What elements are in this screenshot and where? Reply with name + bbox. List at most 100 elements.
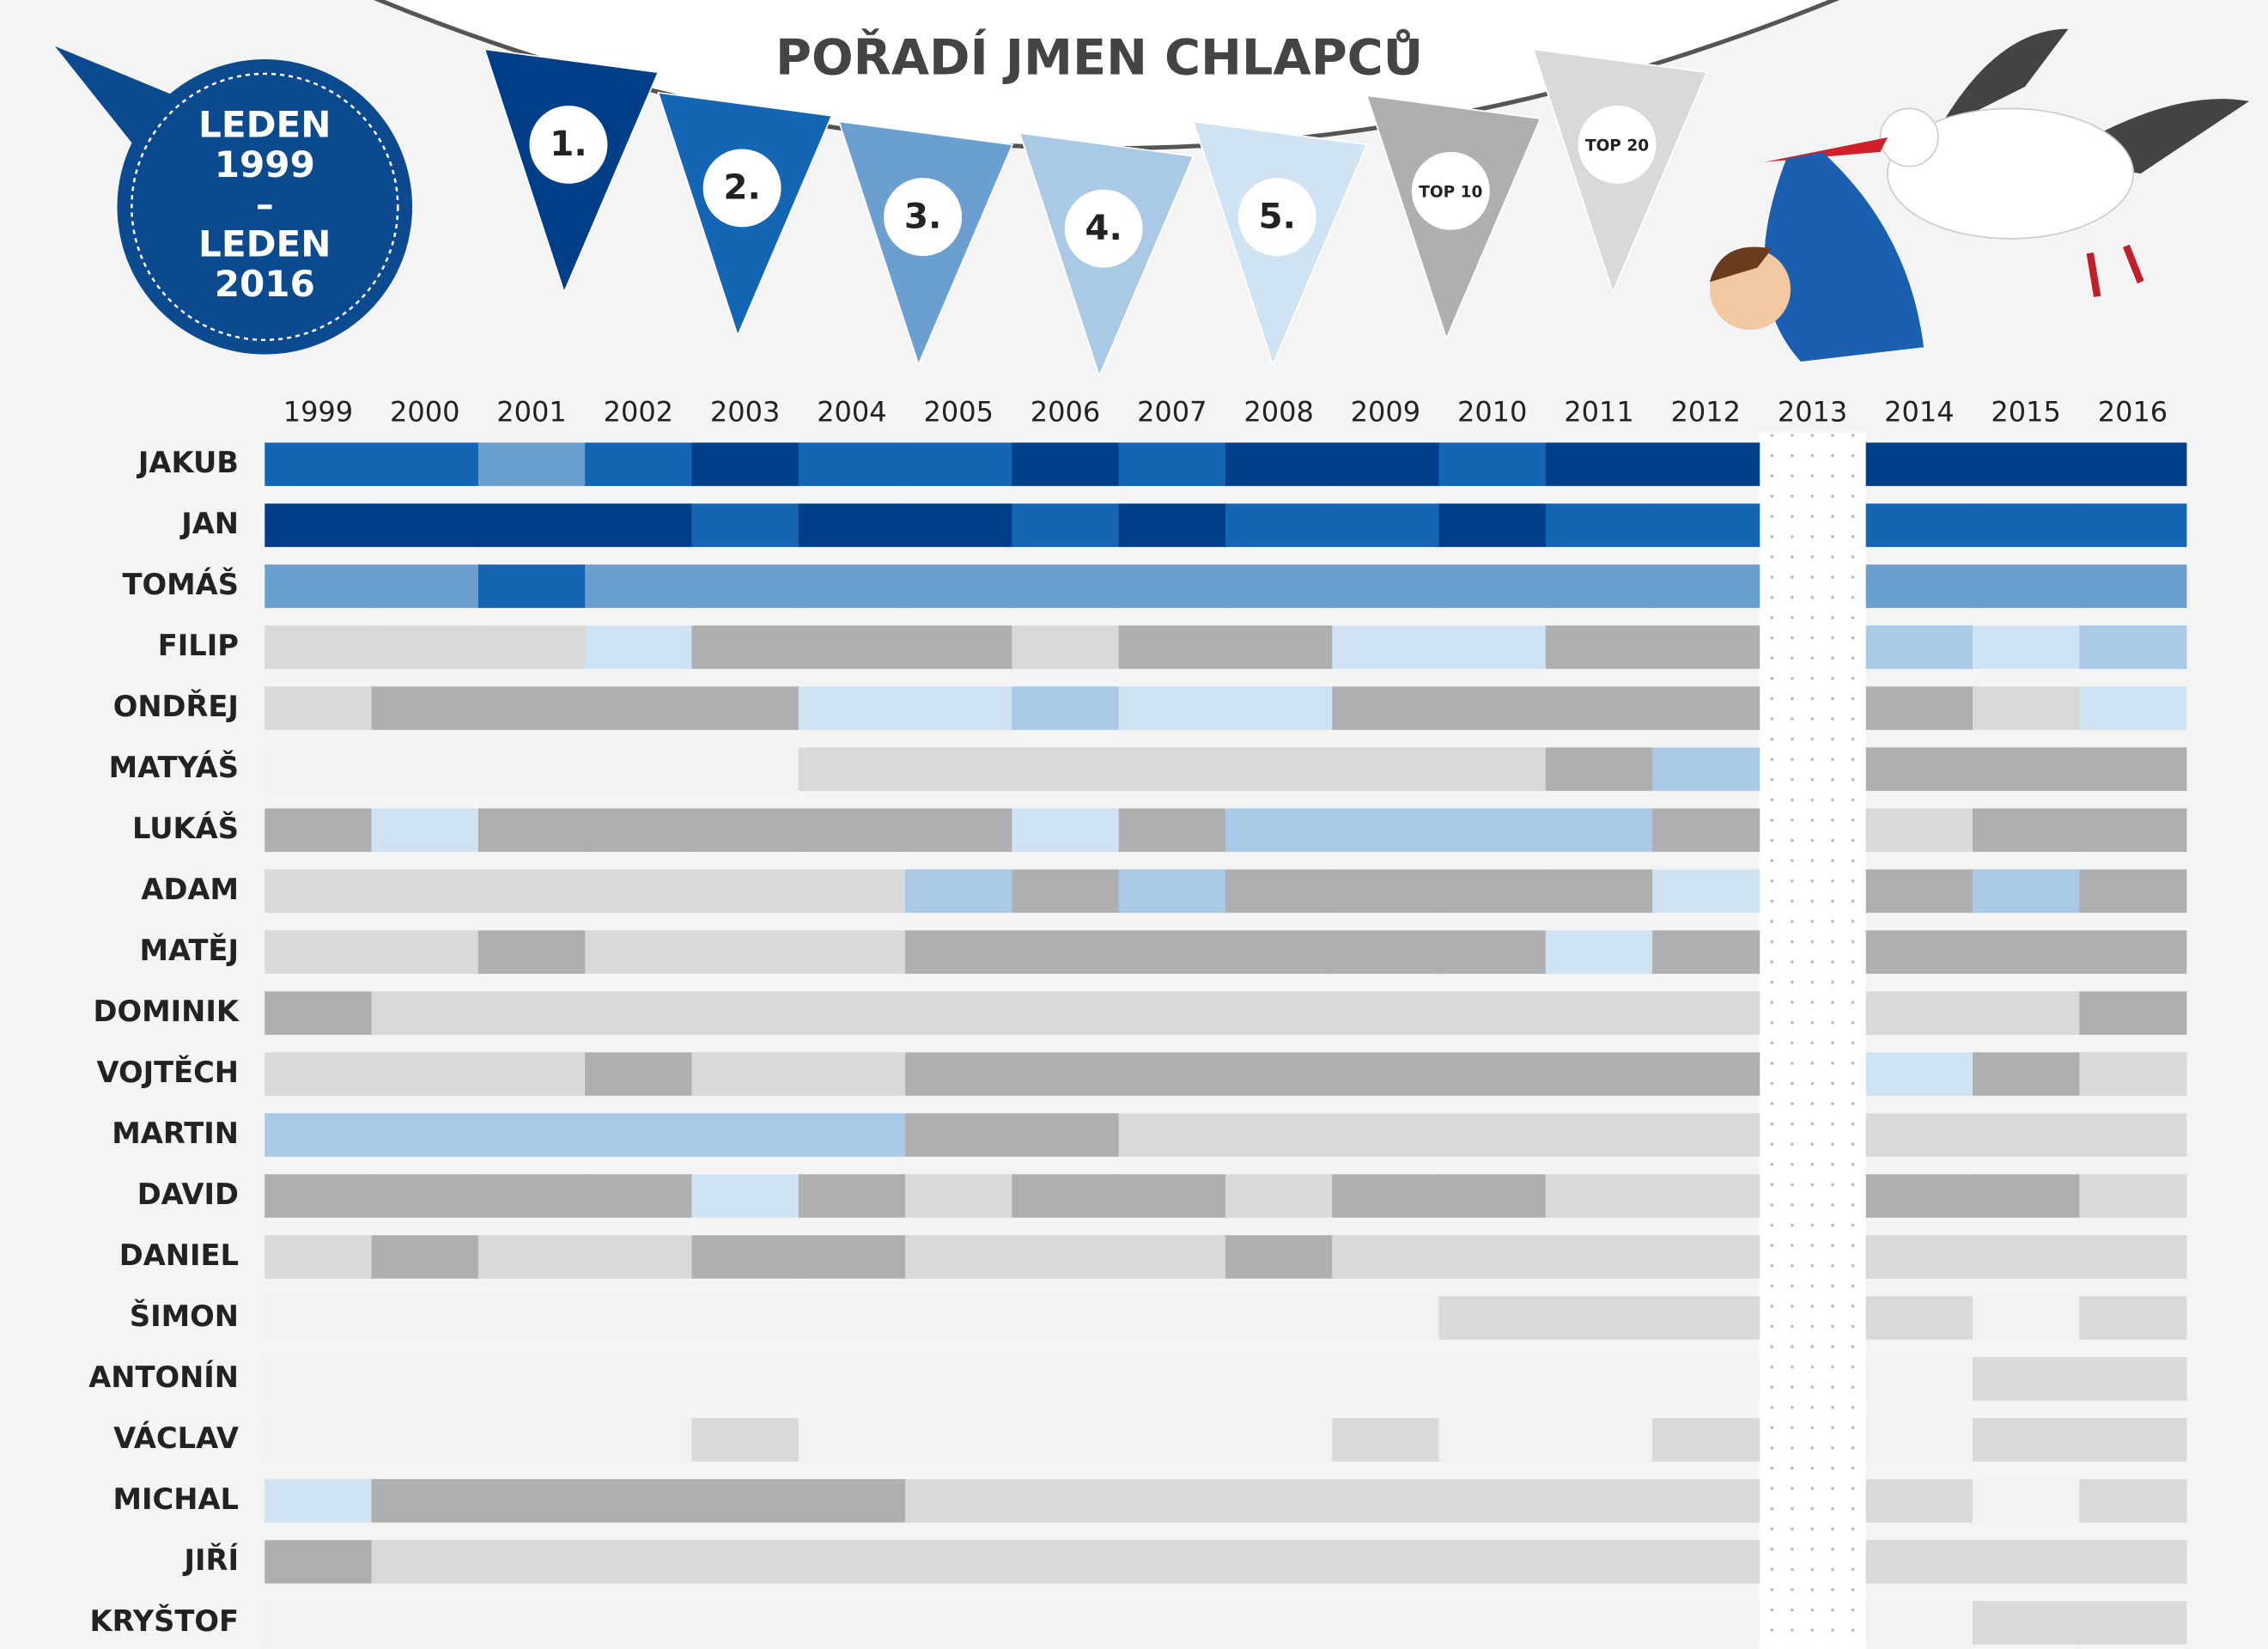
cell: [1545, 564, 1653, 608]
cell: [905, 1601, 1013, 1645]
cell: [1332, 991, 1440, 1035]
cell: [585, 1479, 693, 1523]
cell: [1865, 1052, 1973, 1096]
cell: [2079, 686, 2187, 730]
cell: [477, 1113, 587, 1157]
cell: [1118, 1357, 1226, 1401]
cell: [1225, 930, 1334, 974]
row-label: TOMÁŠ: [123, 567, 239, 601]
row-label: ADAM: [141, 873, 239, 906]
cell: [2079, 1540, 2187, 1584]
cell: [1545, 625, 1653, 669]
cell: [905, 442, 1013, 486]
cell: [1332, 808, 1440, 852]
cell: [2079, 442, 2187, 486]
cell: [1652, 1235, 1760, 1279]
cell: [1012, 930, 1120, 974]
cell: [2079, 503, 2187, 547]
cell: [1545, 991, 1653, 1035]
cell: [1973, 1113, 2081, 1157]
cell: [1012, 1113, 1120, 1157]
cell: [371, 869, 479, 913]
cell: [371, 442, 479, 486]
cell: [1118, 442, 1226, 486]
cell: [371, 1113, 479, 1157]
cell: [1332, 869, 1440, 913]
cell: [1438, 1113, 1547, 1157]
cell: [1012, 1479, 1120, 1523]
cell: [1865, 747, 1973, 791]
cell: [798, 1174, 906, 1218]
stork: [1709, 28, 2250, 362]
x-tick-label: 2011: [1564, 396, 1633, 429]
cell: [2079, 1479, 2187, 1523]
cell: [371, 1479, 479, 1523]
cell: [477, 1540, 587, 1584]
cell: [1652, 1113, 1760, 1157]
cell: [1973, 442, 2081, 486]
cell: [1225, 1479, 1334, 1523]
cell: [1545, 1235, 1653, 1279]
legend: 1. 2. 3. 4. 5. TOP 10 TOP 20: [483, 48, 1708, 379]
cell: [1545, 1601, 1653, 1645]
cell: [1652, 1357, 1760, 1401]
row-label: VÁCLAV: [113, 1421, 239, 1455]
cell: [1012, 991, 1120, 1035]
cell: [1012, 1174, 1120, 1218]
cell: [798, 747, 906, 791]
cell: [905, 1052, 1013, 1096]
cell: [1545, 686, 1653, 730]
cell: [585, 1113, 693, 1157]
cell: [477, 1601, 587, 1645]
cell: [2079, 1418, 2187, 1462]
cell: [585, 1235, 693, 1279]
cell: [1973, 1357, 2081, 1401]
cell: [1973, 869, 2081, 913]
cell: [1438, 1235, 1547, 1279]
x-tick-label: 2010: [1457, 396, 1527, 429]
row-label: VOJTĚCH: [96, 1055, 238, 1089]
cell: [691, 1418, 800, 1462]
cell: [1652, 1296, 1760, 1340]
cell: [371, 808, 479, 852]
cell: [1865, 625, 1973, 669]
cell: [1865, 1601, 1973, 1645]
cell: [2079, 625, 2187, 669]
cell: [1865, 1357, 1973, 1401]
cell: [905, 564, 1013, 608]
cell: [905, 1235, 1013, 1279]
cell: [1118, 1174, 1226, 1218]
cell: [264, 564, 373, 608]
cell: [798, 625, 906, 669]
cell: [1545, 1479, 1653, 1523]
x-tick-label: 2004: [817, 396, 886, 429]
cell: [1438, 1540, 1547, 1584]
cell: [1438, 747, 1547, 791]
cell: [1865, 564, 1973, 608]
cell: [691, 991, 800, 1035]
cell: [1973, 808, 2081, 852]
row-label: DAVID: [137, 1177, 239, 1211]
cell: [1652, 1052, 1760, 1096]
cell: [1118, 808, 1226, 852]
cell: [1865, 503, 1973, 547]
cell: [1332, 442, 1440, 486]
cell: [1225, 808, 1334, 852]
cell: [264, 503, 373, 547]
cell: [1652, 930, 1760, 974]
cell: [798, 1601, 906, 1645]
cell: [585, 442, 693, 486]
cell: [905, 1296, 1013, 1340]
cell: [1865, 1418, 1973, 1462]
cell: [264, 686, 373, 730]
cell: [1973, 1479, 2081, 1523]
pennant-badge: [1237, 178, 1316, 257]
cell: [1438, 1174, 1547, 1218]
cell: [477, 1479, 587, 1523]
cell: [477, 503, 587, 547]
cell: [371, 564, 479, 608]
cell: [1865, 1540, 1973, 1584]
cell: [1545, 442, 1653, 486]
row-label: DANIEL: [119, 1238, 239, 1272]
